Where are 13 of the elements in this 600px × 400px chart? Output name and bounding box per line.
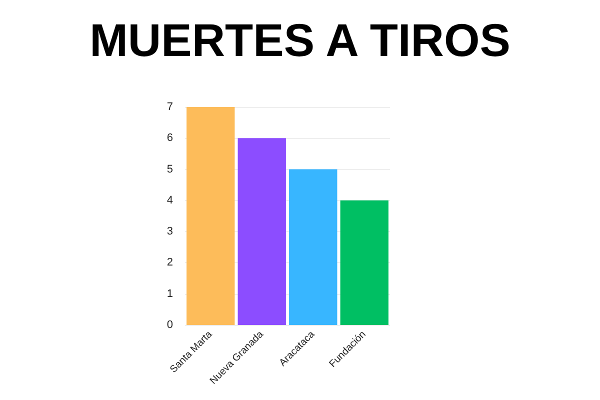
- bar: [238, 138, 286, 325]
- bar: [340, 200, 388, 325]
- bar: [186, 107, 235, 325]
- y-tick-label: 3: [166, 226, 173, 238]
- y-tick-label: 2: [166, 256, 173, 269]
- y-tick-label: 5: [166, 163, 173, 176]
- bar: [289, 169, 338, 325]
- y-tick-label: 6: [166, 132, 173, 144]
- y-tick-label: 7: [166, 101, 173, 113]
- y-tick-label: 4: [166, 194, 173, 206]
- y-tick-label: 1: [166, 288, 173, 300]
- chart-title: MUERTES A TIROS: [90, 14, 510, 66]
- y-tick-label: 0: [166, 319, 173, 331]
